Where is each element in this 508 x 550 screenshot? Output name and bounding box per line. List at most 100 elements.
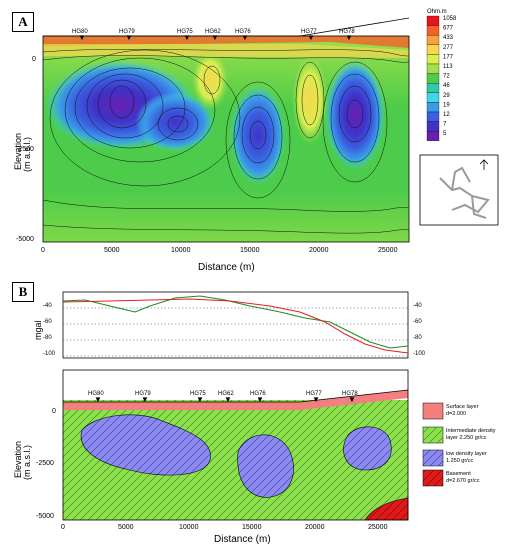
x-tick-label: 10000	[171, 247, 191, 254]
colorbar-value: 19	[443, 102, 450, 108]
station-marker: ▼	[196, 395, 204, 404]
legend-sublabel: 1.250 gr/cc	[446, 458, 474, 464]
y-axis-label-a-units: (m a.s.l.)	[22, 137, 32, 172]
gravity-tick-left: -80	[43, 335, 52, 341]
station-label: HG76	[250, 391, 266, 397]
colorbar-swatch	[426, 111, 440, 122]
calculated-gravity-curve	[62, 298, 409, 354]
station-marker: ▼	[211, 33, 219, 42]
colorbar-value: 113	[443, 64, 453, 70]
x-tick-label: 0	[61, 524, 65, 531]
station-label: HG78	[339, 29, 355, 35]
station-marker: ▼	[224, 395, 232, 404]
legend-sublabel: d=2.670 gr/cc	[446, 478, 480, 484]
station-marker: ▼	[256, 395, 264, 404]
x-tick-label: 15000	[242, 524, 262, 531]
colorbar-swatch	[426, 15, 440, 26]
station-marker: ▼	[348, 395, 356, 404]
resistivity-body	[42, 17, 410, 243]
x-tick-label: 25000	[368, 524, 388, 531]
y-tick-label: -5000	[36, 513, 54, 520]
gravity-y-label: mgal	[33, 320, 43, 340]
colorbar-swatch	[426, 35, 440, 45]
station-label: HG62	[205, 29, 221, 35]
station-label: HG62	[218, 391, 234, 397]
location-inset-map	[419, 154, 499, 226]
y-tick-label: -2500	[36, 460, 54, 467]
colorbar-value: 5	[443, 131, 447, 137]
gravity-tick-right: -40	[413, 303, 422, 309]
legend-label: Intermediate density	[446, 428, 496, 434]
surface-layer	[63, 390, 408, 410]
x-tick-label: 5000	[104, 247, 120, 254]
low-density-body	[237, 434, 294, 498]
x-tick-label: 20000	[309, 247, 329, 254]
station-marker: ▼	[78, 33, 86, 42]
station-label: HG77	[306, 391, 322, 397]
station-label: HG79	[119, 29, 135, 35]
x-tick-label: 10000	[179, 524, 199, 531]
colorbar-value: 177	[443, 54, 454, 60]
y-tick-label: 0	[52, 408, 56, 415]
station-marker: ▼	[307, 33, 315, 42]
low-density-body	[80, 414, 211, 476]
x-tick-label: 5000	[118, 524, 134, 531]
colorbar-swatch	[426, 83, 440, 93]
station-label: HG75	[177, 29, 193, 35]
colorbar-swatch	[426, 25, 440, 36]
colorbar-swatch	[426, 63, 440, 74]
station-label: HG79	[135, 391, 151, 397]
station-label: HG80	[88, 391, 104, 397]
y-tick-label: 0	[32, 56, 36, 63]
x-axis-label-a: Distance (m)	[198, 262, 255, 273]
station-marker: ▼	[345, 33, 353, 42]
colorbar-swatch	[426, 54, 440, 65]
gravity-tick-right: -100	[413, 351, 426, 357]
x-tick-label: 25000	[378, 247, 398, 254]
legend-label: Surface layer	[446, 404, 479, 410]
panel-b-tag: B	[12, 282, 34, 302]
density-model	[62, 369, 409, 521]
colorbar: 1058 677 433 277 177 113 72 46 29 19 12 7 5	[426, 15, 457, 141]
colorbar-swatch	[426, 44, 440, 55]
gravity-profile	[62, 291, 409, 359]
y-axis-label-b-units: (m a.s.l.)	[22, 445, 32, 480]
colorbar-value: 29	[443, 93, 450, 99]
legend-sublabel: layer 2.250 gr/cc	[446, 435, 487, 441]
observed-gravity-curve	[62, 295, 409, 349]
colorbar-value: 46	[443, 83, 450, 89]
y-tick-label: -2500	[16, 146, 34, 153]
legend-label: Basement	[446, 471, 471, 477]
y-tick-label: -5000	[16, 236, 34, 243]
colorbar-title: Ohm.m	[427, 9, 447, 15]
station-marker: ▼	[94, 395, 102, 404]
colorbar-value: 1058	[443, 16, 457, 22]
gravity-tick-left: -60	[43, 319, 52, 325]
colorbar-swatch	[426, 73, 440, 84]
gravity-tick-left: -40	[43, 303, 52, 309]
legend-label: low density layer	[446, 451, 487, 457]
station-marker: ▼	[312, 395, 320, 404]
gravity-tick-left: -100	[43, 351, 56, 357]
colorbar-swatch	[426, 102, 440, 113]
density-legend	[422, 402, 444, 487]
gravity-tick-right: -80	[413, 335, 422, 341]
colorbar-value: 433	[443, 35, 454, 41]
legend-sublabel: d=2.000	[446, 411, 467, 417]
x-tick-label: 0	[41, 247, 45, 254]
station-label: HG76	[235, 29, 251, 35]
station-label: HG78	[342, 391, 358, 397]
panel-a-tag: A	[12, 12, 34, 32]
colorbar-swatch	[426, 92, 440, 103]
station-marker: ▼	[241, 33, 249, 42]
low-density-body	[343, 426, 392, 471]
x-tick-label: 20000	[305, 524, 325, 531]
station-marker: ▼	[125, 33, 133, 42]
station-label: HG80	[72, 29, 88, 35]
station-label: HG77	[301, 29, 317, 35]
colorbar-value: 677	[443, 26, 454, 32]
station-marker: ▼	[141, 395, 149, 404]
colorbar-swatch	[426, 121, 440, 132]
gravity-tick-right: -60	[413, 319, 422, 325]
